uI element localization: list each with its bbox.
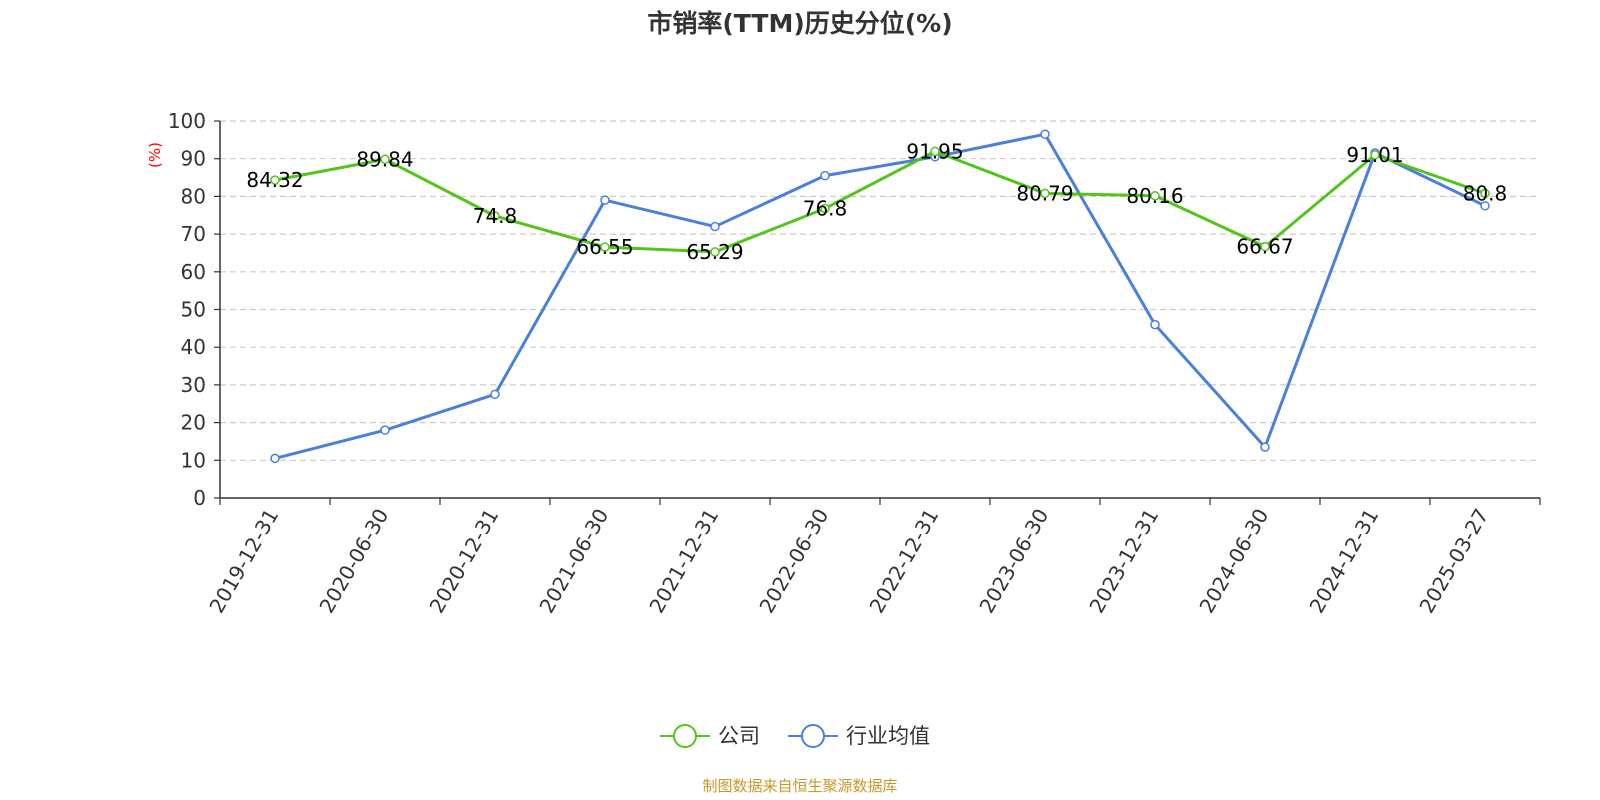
data-point-industry[interactable] bbox=[820, 170, 830, 181]
data-label-company: 91.95 bbox=[906, 139, 963, 163]
x-tick-label: 2024-06-30 bbox=[1194, 505, 1273, 618]
x-tick-label: 2025-03-27 bbox=[1414, 505, 1493, 618]
legend-item-company[interactable]: 公司 bbox=[660, 724, 760, 748]
x-tick-label: 2023-12-31 bbox=[1084, 505, 1163, 618]
data-point-company[interactable] bbox=[820, 203, 830, 214]
series-line-industry bbox=[274, 132, 1486, 460]
legend-label-industry: 行业均值 bbox=[846, 724, 930, 748]
data-label-company: 91.01 bbox=[1346, 143, 1403, 167]
data-label-company: 84.32 bbox=[246, 168, 303, 192]
series-lines bbox=[270, 129, 1490, 464]
x-tick-label: 2020-06-30 bbox=[314, 505, 393, 618]
data-point-company[interactable] bbox=[380, 154, 390, 165]
data-point-company[interactable] bbox=[600, 242, 610, 252]
y-tick-label: 40 bbox=[181, 335, 206, 359]
data-point-company[interactable] bbox=[1040, 188, 1050, 199]
data-point-company[interactable] bbox=[490, 211, 500, 221]
data-label-company: 80.16 bbox=[1126, 184, 1183, 208]
x-tick-label: 2022-06-30 bbox=[754, 505, 833, 618]
data-point-industry[interactable] bbox=[1260, 442, 1270, 452]
data-point-company[interactable] bbox=[270, 175, 280, 185]
x-tick-label: 2024-12-31 bbox=[1304, 505, 1383, 618]
series-industry bbox=[270, 129, 1490, 464]
data-label-company: 89.84 bbox=[356, 147, 413, 171]
data-label-company: 80.79 bbox=[1016, 181, 1073, 205]
legend-marker-company bbox=[673, 724, 697, 748]
y-tick-label: 90 bbox=[181, 147, 206, 171]
data-label-company: 74.8 bbox=[473, 204, 518, 228]
series-line-company bbox=[274, 149, 1486, 254]
data-point-industry[interactable] bbox=[1150, 319, 1160, 330]
series-company bbox=[270, 146, 1490, 257]
legend-item-industry[interactable]: 行业均值 bbox=[788, 724, 930, 748]
y-tick-label: 0 bbox=[193, 486, 206, 510]
data-point-industry[interactable] bbox=[1480, 201, 1490, 211]
legend-marker-industry bbox=[801, 724, 825, 748]
y-tick-label: 100 bbox=[168, 109, 206, 133]
y-tick-label: 80 bbox=[181, 184, 206, 208]
x-tick-label: 2019-12-31 bbox=[204, 505, 283, 618]
chart-title: 市销率(TTM)历史分位(%) bbox=[647, 9, 952, 38]
axes: 0 10 20 30 40 50 60 70 80 90 100 2019-12-31 2020-06-… bbox=[168, 109, 1541, 618]
y-tick-label: 10 bbox=[181, 448, 206, 472]
source-note: 制图数据来自恒生聚源数据库 bbox=[702, 777, 897, 795]
y-tick-label: 50 bbox=[181, 298, 206, 322]
data-label-company: 66.55 bbox=[576, 235, 633, 259]
data-point-company[interactable] bbox=[1260, 241, 1270, 252]
y-tick-label: 60 bbox=[181, 260, 206, 284]
grid-lines bbox=[220, 120, 1540, 461]
y-tick-label: 20 bbox=[181, 411, 206, 435]
data-point-industry[interactable] bbox=[380, 425, 390, 435]
data-point-industry[interactable] bbox=[270, 453, 280, 464]
data-label-company: 80.8 bbox=[1463, 181, 1508, 205]
data-point-industry[interactable] bbox=[1040, 129, 1050, 139]
data-point-industry[interactable] bbox=[490, 389, 500, 400]
legend-label-company: 公司 bbox=[718, 724, 760, 748]
data-point-industry[interactable] bbox=[600, 195, 610, 205]
data-label-company: 65.29 bbox=[686, 240, 743, 264]
data-label-company: 76.8 bbox=[803, 196, 848, 220]
data-labels: 84.32 89.84 74.8 66.55 65.29 76.8 91.95 80.79 80… bbox=[246, 139, 1507, 264]
data-point-company[interactable] bbox=[1150, 191, 1160, 201]
y-tick-label: 70 bbox=[181, 222, 206, 246]
data-point-company[interactable] bbox=[710, 247, 720, 257]
y-axis-unit-label: (%) bbox=[146, 142, 164, 168]
x-tick-label: 2023-06-30 bbox=[974, 505, 1053, 618]
x-tick-label: 2021-06-30 bbox=[534, 505, 613, 618]
x-tick-label: 2022-12-31 bbox=[864, 505, 943, 618]
y-tick-label: 30 bbox=[181, 373, 206, 397]
data-point-company[interactable] bbox=[930, 146, 940, 157]
x-tick-label: 2021-12-31 bbox=[644, 505, 723, 618]
x-tick-label: 2020-12-31 bbox=[424, 505, 503, 618]
data-label-company: 66.67 bbox=[1236, 235, 1293, 259]
data-point-company[interactable] bbox=[1480, 188, 1490, 199]
legend: 公司 行业均值 bbox=[660, 724, 930, 748]
data-point-industry[interactable] bbox=[710, 221, 720, 232]
data-point-company[interactable] bbox=[1370, 150, 1380, 160]
